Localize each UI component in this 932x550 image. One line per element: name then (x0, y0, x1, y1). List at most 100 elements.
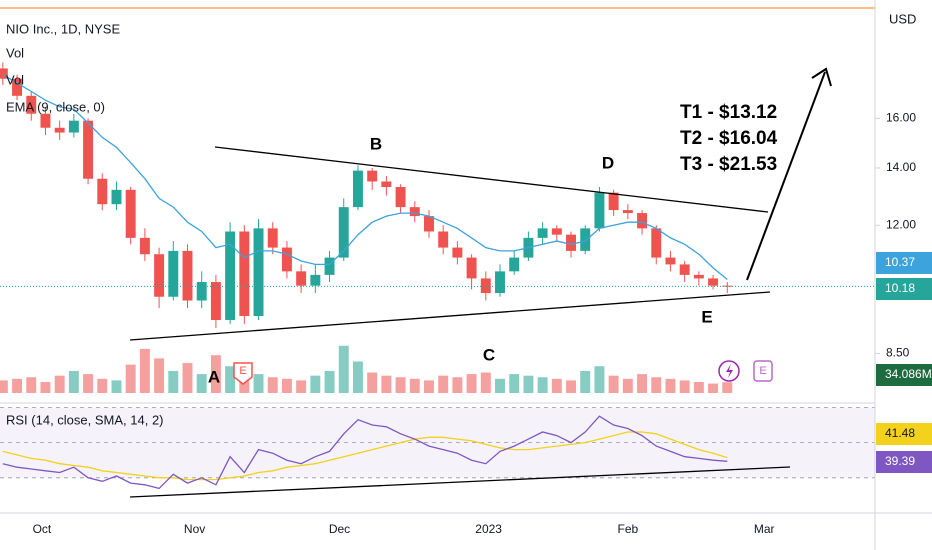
price-value-label: 10.18 (885, 281, 915, 295)
candle-body (665, 257, 676, 265)
volume-value-label-box (876, 364, 932, 386)
candle-body (608, 192, 619, 211)
candle-body (466, 257, 477, 279)
candle-body (381, 181, 392, 188)
candle-body (182, 250, 193, 301)
volume-bar (452, 377, 463, 393)
indicator-label: EMA (9, close, 0) (6, 99, 105, 114)
candle-body (68, 120, 79, 133)
y-tick-label: 14.00 (886, 160, 916, 174)
candle-body (0, 68, 8, 79)
candle-body (679, 264, 690, 275)
volume-bar (168, 370, 179, 393)
x-tick-label: Nov (184, 522, 205, 536)
candle-body (637, 213, 648, 229)
candle-body (566, 234, 576, 251)
earnings-badge[interactable] (233, 362, 253, 385)
volume-bar (495, 378, 505, 393)
candle-body (12, 78, 23, 96)
rsi-sma-line (2, 431, 728, 481)
ema-value-label-box (876, 252, 932, 274)
candle-body (154, 254, 165, 297)
candle-body (40, 113, 51, 128)
volume-bar (182, 363, 193, 393)
annotation: D (602, 153, 614, 172)
x-tick-label: Mar (754, 522, 775, 536)
y-tick-label: 8.50 (886, 346, 910, 360)
candle-body (310, 274, 321, 286)
volume-bar (40, 381, 51, 393)
candle-body (367, 170, 378, 182)
candle-body (352, 170, 363, 208)
ema-line (2, 74, 728, 281)
candle-body (452, 247, 463, 258)
volume-bar (395, 377, 406, 393)
ema-value-label: 10.37 (885, 255, 915, 269)
candle-body (125, 189, 136, 238)
volume-bar (466, 374, 477, 393)
indicator-label: RSI (14, close, SMA, 14, 2) (6, 412, 164, 427)
candle-body (196, 282, 207, 301)
volume-bar (225, 366, 236, 393)
rsi-sma-value-label: 41.48 (885, 426, 915, 440)
volume-bar (111, 380, 122, 393)
candle-body (324, 257, 335, 275)
candle-body (83, 120, 94, 179)
earnings-badge[interactable] (753, 360, 773, 382)
rsi-trend-line (129, 466, 791, 498)
volume-bar (352, 361, 363, 393)
x-tick-label: Feb (617, 522, 638, 536)
volume-bar (480, 372, 491, 393)
volume-bar (310, 375, 321, 393)
candle-body (239, 231, 250, 317)
candle-body (424, 216, 434, 232)
volume-bar (97, 378, 108, 393)
volume-bar (367, 372, 378, 393)
earnings-badge-label: E (759, 365, 766, 377)
volume-bar (381, 375, 392, 393)
volume-bar (296, 380, 307, 393)
candle-body (509, 257, 520, 272)
volume-bar (637, 374, 648, 393)
earnings-badge-label: E (239, 365, 246, 377)
rsi-value-label-box (876, 451, 932, 473)
candle-body (253, 228, 264, 317)
volume-bar (12, 378, 23, 393)
volume-bar (537, 377, 548, 393)
arrow-head (811, 67, 832, 87)
candle-body (594, 192, 605, 229)
volume-bar (551, 378, 562, 393)
annotation: C (483, 345, 495, 364)
y-tick-label: 16.00 (886, 111, 916, 125)
annotation: E (701, 307, 712, 326)
volume-bar (83, 374, 94, 393)
volume-bar (324, 370, 335, 393)
volume-bar (125, 364, 136, 393)
annotation: A (208, 367, 220, 386)
volume-bar (281, 378, 292, 393)
trend-line (129, 291, 771, 341)
volume-bar (509, 374, 520, 393)
candle-body (551, 228, 562, 235)
candle-body (622, 210, 633, 214)
candle-body (97, 178, 108, 205)
volume-bar (154, 358, 165, 393)
rsi-sma-value-label-box (876, 423, 932, 445)
volume-bar (139, 348, 150, 393)
candle-body (281, 247, 292, 272)
rsi-pane (0, 406, 875, 479)
candle-body (708, 278, 719, 286)
volume-bar (651, 377, 662, 393)
volume-bar (196, 374, 207, 393)
candle-body (267, 228, 278, 248)
volume-bar (424, 380, 434, 393)
volume-bar (409, 378, 420, 393)
volume-bar (594, 366, 605, 393)
candle-body (168, 250, 179, 297)
volume-bar (693, 381, 704, 393)
chart-title: NIO Inc., 1D, NYSE (6, 21, 120, 36)
volume-bar (338, 345, 349, 393)
currency-label: USD (889, 11, 916, 26)
